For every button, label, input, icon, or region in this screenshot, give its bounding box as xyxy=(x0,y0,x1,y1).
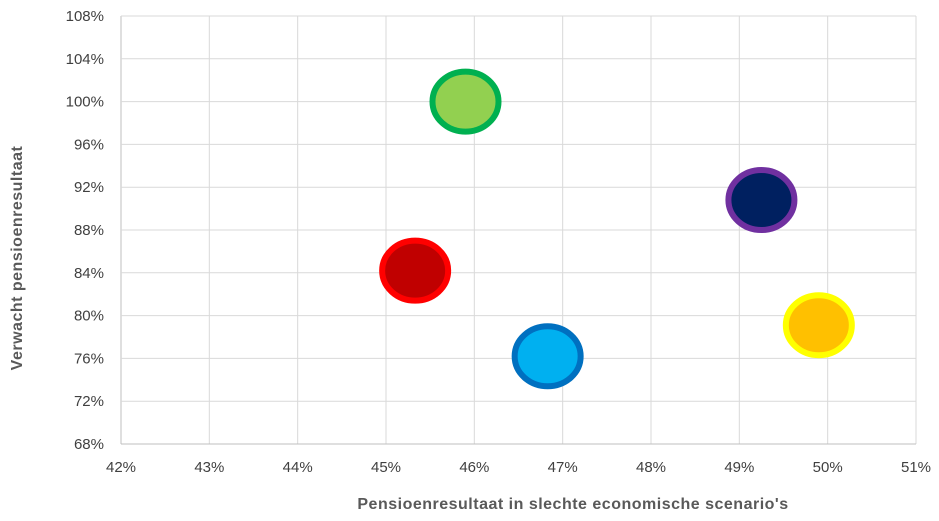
y-tick-label: 76% xyxy=(74,350,104,367)
x-tick-label: 50% xyxy=(813,459,843,476)
x-axis-title: Pensioenresultaat in slechte economische… xyxy=(357,496,788,513)
data-point-4 xyxy=(782,292,855,359)
x-axis-tick-labels: 42% 43% 44% 45% 46% 47% 48% 49% 50% 51% xyxy=(106,459,931,476)
y-tick-label: 100% xyxy=(66,94,104,111)
y-axis-title: Verwacht pensioenresultaat xyxy=(9,146,26,371)
data-points xyxy=(379,68,855,390)
x-tick-label: 43% xyxy=(194,459,224,476)
y-tick-label: 92% xyxy=(74,179,104,196)
x-tick-label: 48% xyxy=(636,459,666,476)
y-tick-label: 108% xyxy=(66,8,104,25)
x-tick-label: 51% xyxy=(901,459,931,476)
y-axis-tick-labels: 108% 104% 100% 96% 92% 88% 84% 80% 76% 72% 68% xyxy=(66,8,104,453)
y-tick-label: 72% xyxy=(74,393,104,410)
y-tick-label: 88% xyxy=(74,222,104,239)
x-tick-label: 47% xyxy=(548,459,578,476)
data-point-5 xyxy=(511,323,584,390)
data-point-3 xyxy=(379,237,452,304)
x-tick-label: 44% xyxy=(283,459,313,476)
x-tick-label: 45% xyxy=(371,459,401,476)
y-tick-label: 68% xyxy=(74,436,104,453)
grid-lines xyxy=(120,15,917,445)
x-tick-label: 49% xyxy=(724,459,754,476)
data-point-1 xyxy=(429,68,502,135)
x-tick-label: 42% xyxy=(106,459,136,476)
data-point-2 xyxy=(725,167,798,234)
x-tick-label: 46% xyxy=(459,459,489,476)
y-tick-label: 96% xyxy=(74,136,104,153)
y-tick-label: 104% xyxy=(66,51,104,68)
y-tick-label: 80% xyxy=(74,308,104,325)
y-tick-label: 84% xyxy=(74,265,104,282)
